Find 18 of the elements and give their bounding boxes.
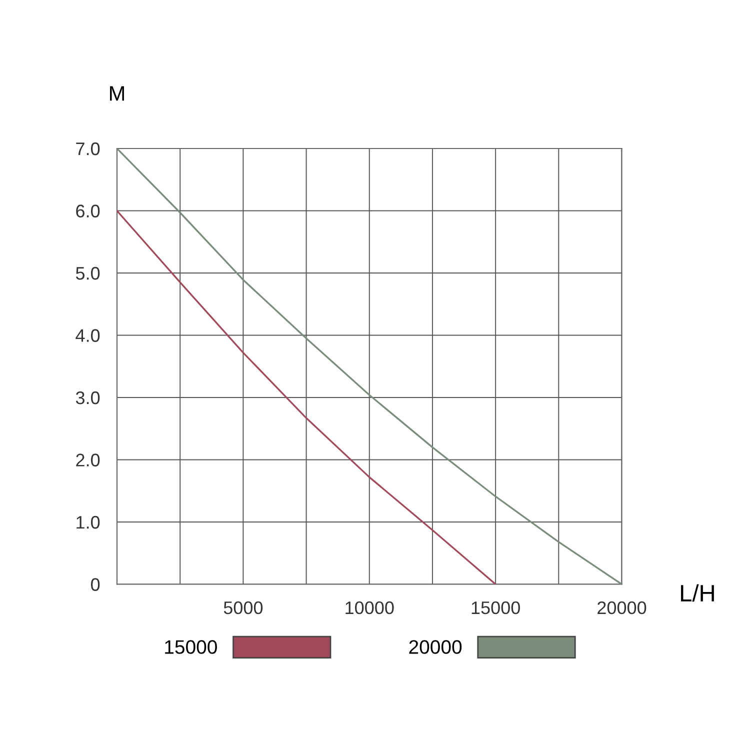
x-tick-label: 10000 bbox=[346, 601, 394, 614]
x-axis-title: L/H bbox=[681, 584, 714, 602]
x-tick-label: 5000 bbox=[224, 601, 263, 614]
legend-label: 15000 bbox=[165, 640, 217, 654]
line-series bbox=[117, 210, 496, 584]
legend-label: 20000 bbox=[409, 640, 462, 654]
y-tick-label: 3.0 bbox=[76, 391, 100, 404]
y-tick-label: 4.0 bbox=[76, 329, 100, 342]
x-tick-label: 15000 bbox=[472, 601, 520, 614]
y-tick-label: 1.0 bbox=[76, 516, 100, 529]
y-axis-title: M bbox=[110, 86, 124, 101]
y-tick-label: 7.0 bbox=[76, 142, 100, 156]
y-tick-label: 2.0 bbox=[76, 454, 100, 466]
y-tick-label: 5.0 bbox=[76, 266, 100, 280]
x-tick-label: 20000 bbox=[598, 601, 646, 614]
y-tick-label: 0 bbox=[91, 578, 100, 591]
line-series bbox=[117, 148, 622, 584]
y-tick-label: 6.0 bbox=[76, 204, 100, 218]
